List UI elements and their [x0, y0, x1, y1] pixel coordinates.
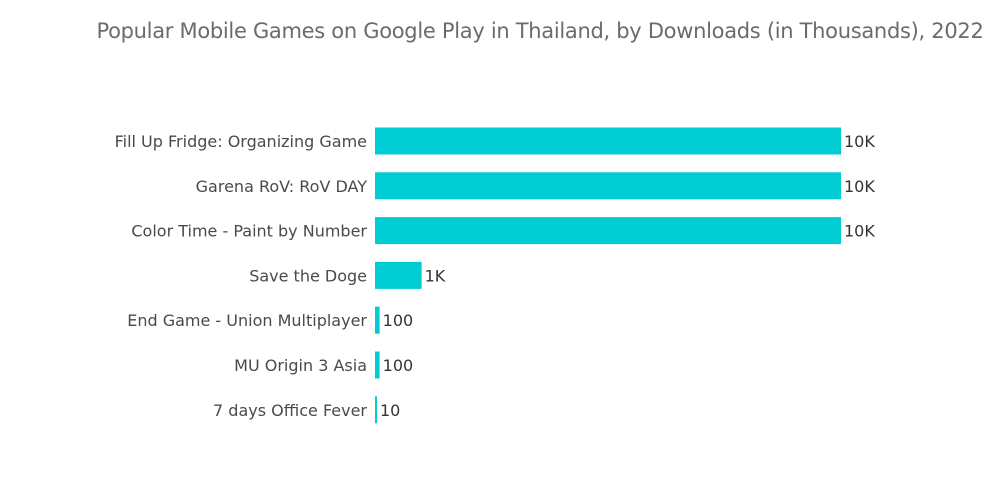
bar-0	[375, 127, 841, 155]
category-label: MU Origin 3 Asia	[234, 356, 367, 375]
bars-layer	[375, 127, 841, 424]
value-label: 10K	[844, 132, 875, 151]
value-label: 10	[380, 401, 400, 420]
bar-5	[375, 351, 380, 379]
category-label: Garena RoV: RoV DAY	[196, 177, 368, 196]
category-label: 7 days Office Fever	[213, 401, 367, 420]
chart-title: Popular Mobile Games on Google Play in T…	[96, 19, 984, 43]
value-label: 10K	[844, 177, 875, 196]
value-label: 100	[383, 311, 414, 330]
value-label: 100	[383, 356, 414, 375]
value-label: 10K	[844, 222, 875, 241]
bar-3	[375, 261, 422, 289]
category-label: Fill Up Fridge: Organizing Game	[115, 132, 367, 151]
bar-1	[375, 172, 841, 200]
category-label: Save the Doge	[249, 266, 367, 285]
bar-6	[375, 396, 377, 424]
bar-4	[375, 306, 380, 334]
category-label: End Game - Union Multiplayer	[127, 311, 367, 330]
category-label: Color Time - Paint by Number	[131, 222, 367, 241]
labels-layer: Fill Up Fridge: Organizing Game 10K Garena…	[115, 132, 876, 420]
bar-2	[375, 217, 841, 245]
value-label: 1K	[425, 266, 446, 285]
